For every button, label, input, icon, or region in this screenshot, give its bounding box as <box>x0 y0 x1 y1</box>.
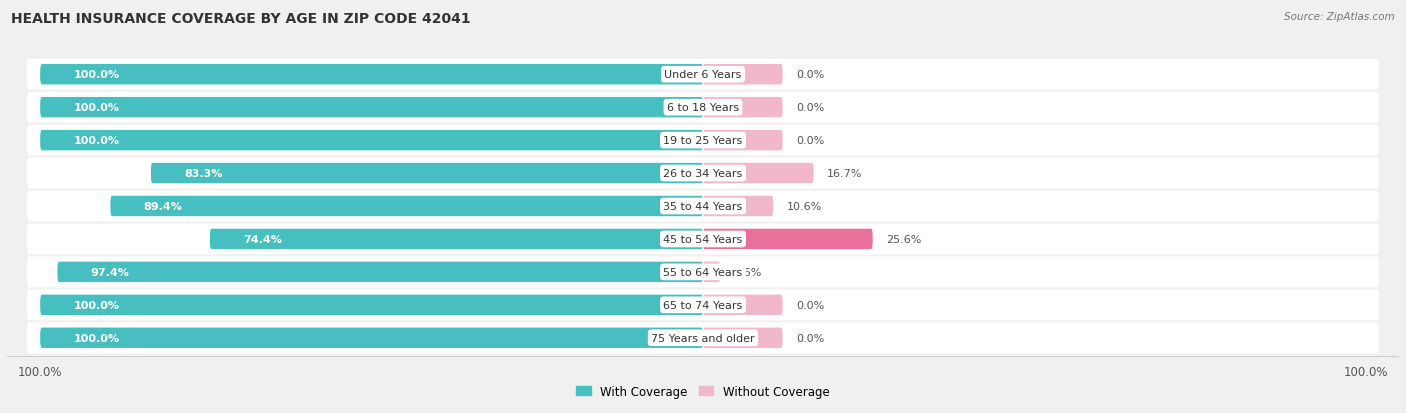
FancyBboxPatch shape <box>27 191 1379 222</box>
Text: 25.6%: 25.6% <box>886 234 921 244</box>
Text: 2.6%: 2.6% <box>734 267 762 277</box>
Text: 100.0%: 100.0% <box>73 103 120 113</box>
Text: 100.0%: 100.0% <box>73 136 120 146</box>
FancyBboxPatch shape <box>703 164 814 184</box>
FancyBboxPatch shape <box>27 323 1379 354</box>
FancyBboxPatch shape <box>41 98 703 118</box>
Text: 45 to 54 Years: 45 to 54 Years <box>664 234 742 244</box>
FancyBboxPatch shape <box>703 295 783 315</box>
Text: 0.0%: 0.0% <box>796 103 824 113</box>
Legend: With Coverage, Without Coverage: With Coverage, Without Coverage <box>572 380 834 402</box>
FancyBboxPatch shape <box>703 196 773 217</box>
Text: 55 to 64 Years: 55 to 64 Years <box>664 267 742 277</box>
Text: 100.0%: 100.0% <box>73 70 120 80</box>
Text: 0.0%: 0.0% <box>796 136 824 146</box>
FancyBboxPatch shape <box>703 328 783 348</box>
Text: 100.0%: 100.0% <box>73 333 120 343</box>
Text: 74.4%: 74.4% <box>243 234 281 244</box>
Text: 10.6%: 10.6% <box>786 202 821 211</box>
FancyBboxPatch shape <box>27 257 1379 288</box>
FancyBboxPatch shape <box>27 125 1379 156</box>
Text: 19 to 25 Years: 19 to 25 Years <box>664 136 742 146</box>
FancyBboxPatch shape <box>27 158 1379 189</box>
Text: 0.0%: 0.0% <box>796 300 824 310</box>
FancyBboxPatch shape <box>703 131 783 151</box>
Text: HEALTH INSURANCE COVERAGE BY AGE IN ZIP CODE 42041: HEALTH INSURANCE COVERAGE BY AGE IN ZIP … <box>11 12 471 26</box>
FancyBboxPatch shape <box>58 262 703 282</box>
Text: 26 to 34 Years: 26 to 34 Years <box>664 169 742 179</box>
Text: 16.7%: 16.7% <box>827 169 862 179</box>
FancyBboxPatch shape <box>41 295 703 315</box>
FancyBboxPatch shape <box>27 224 1379 255</box>
Text: 0.0%: 0.0% <box>796 333 824 343</box>
FancyBboxPatch shape <box>150 164 703 184</box>
FancyBboxPatch shape <box>41 328 703 348</box>
Text: 97.4%: 97.4% <box>90 267 129 277</box>
Text: 65 to 74 Years: 65 to 74 Years <box>664 300 742 310</box>
FancyBboxPatch shape <box>41 131 703 151</box>
Text: 35 to 44 Years: 35 to 44 Years <box>664 202 742 211</box>
FancyBboxPatch shape <box>27 59 1379 90</box>
FancyBboxPatch shape <box>703 229 873 249</box>
FancyBboxPatch shape <box>27 93 1379 123</box>
Text: Under 6 Years: Under 6 Years <box>665 70 741 80</box>
FancyBboxPatch shape <box>111 196 703 217</box>
FancyBboxPatch shape <box>703 262 720 282</box>
Text: 89.4%: 89.4% <box>143 202 183 211</box>
Text: 6 to 18 Years: 6 to 18 Years <box>666 103 740 113</box>
Text: 83.3%: 83.3% <box>184 169 222 179</box>
Text: 75 Years and older: 75 Years and older <box>651 333 755 343</box>
Text: 100.0%: 100.0% <box>73 300 120 310</box>
FancyBboxPatch shape <box>703 65 783 85</box>
Text: Source: ZipAtlas.com: Source: ZipAtlas.com <box>1284 12 1395 22</box>
FancyBboxPatch shape <box>41 65 703 85</box>
FancyBboxPatch shape <box>27 290 1379 320</box>
FancyBboxPatch shape <box>209 229 703 249</box>
FancyBboxPatch shape <box>703 98 783 118</box>
Text: 0.0%: 0.0% <box>796 70 824 80</box>
